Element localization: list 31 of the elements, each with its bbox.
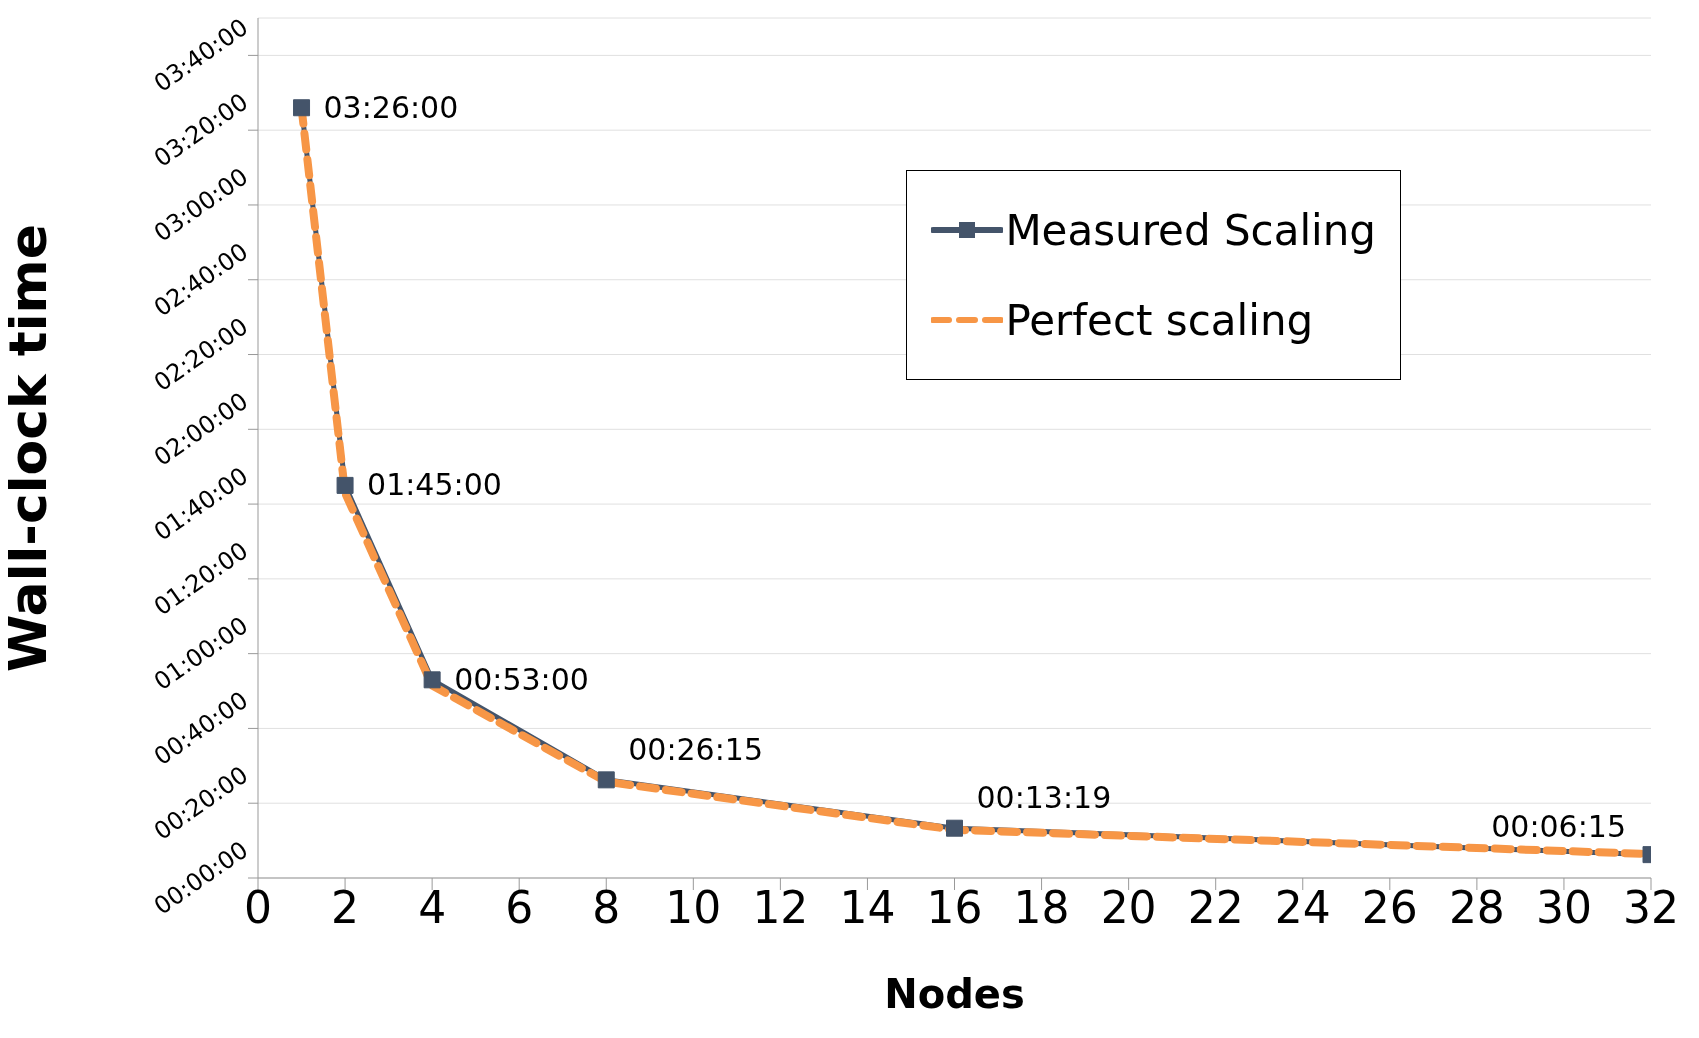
- x-tick-label: 4: [418, 882, 447, 934]
- x-tick-label: 26: [1361, 882, 1418, 934]
- x-tick-label: 32: [1623, 882, 1679, 934]
- point: [336, 476, 354, 494]
- x-tick-label: 22: [1187, 882, 1244, 934]
- x-tick-label: 18: [1013, 882, 1070, 934]
- x-tick-label: 12: [752, 882, 809, 934]
- x-tick-label: 6: [505, 882, 534, 934]
- data-label: 00:13:19: [976, 780, 1112, 816]
- data-label: 01:45:00: [367, 467, 502, 503]
- data-label: 00:26:15: [628, 731, 763, 767]
- x-tick-label: 0: [244, 882, 272, 934]
- x-tick-label: 28: [1448, 882, 1505, 934]
- point: [946, 819, 963, 837]
- legend-label: Measured Scaling: [1005, 205, 1376, 255]
- x-tick-label: 2: [331, 882, 360, 934]
- data-label: 03:26:00: [323, 89, 459, 125]
- legend-label: Perfect scaling: [1005, 295, 1314, 345]
- point: [597, 771, 615, 789]
- point: [293, 99, 311, 117]
- x-tick-label: 24: [1274, 882, 1331, 934]
- x-tick-label: 16: [926, 882, 983, 934]
- x-axis-title: Nodes: [884, 971, 1025, 1017]
- data-label: 00:06:15: [1491, 808, 1626, 844]
- x-tick-label: 20: [1100, 882, 1157, 934]
- x-tick-label: 10: [665, 882, 722, 934]
- x-tick-label: 8: [592, 882, 621, 934]
- x-tick-label: 14: [839, 882, 896, 934]
- data-label: 00:53:00: [454, 661, 589, 697]
- point: [423, 671, 441, 689]
- x-tick-label: 30: [1535, 882, 1592, 934]
